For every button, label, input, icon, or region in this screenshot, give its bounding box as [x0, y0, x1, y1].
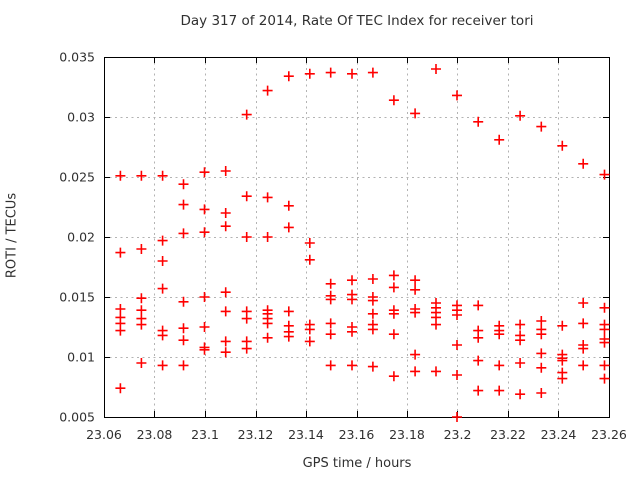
- y-tick-labels: 0.005 0.01 0.015 0.02 0.025 0.03 0.035: [59, 50, 95, 425]
- data-points: [115, 64, 610, 422]
- svg-text:0.02: 0.02: [67, 230, 95, 245]
- svg-text:23.08: 23.08: [137, 427, 173, 442]
- svg-text:23.24: 23.24: [541, 427, 577, 442]
- chart-title: Day 317 of 2014, Rate Of TEC Index for r…: [180, 13, 534, 29]
- svg-text:23.1: 23.1: [191, 427, 219, 442]
- svg-text:23.16: 23.16: [339, 427, 375, 442]
- svg-text:0.005: 0.005: [59, 410, 95, 425]
- svg-text:0.015: 0.015: [59, 290, 95, 305]
- gridlines: [104, 57, 609, 417]
- svg-text:0.035: 0.035: [59, 50, 95, 65]
- x-axis-label: GPS time / hours: [302, 456, 412, 471]
- svg-text:23.2: 23.2: [444, 427, 472, 442]
- svg-text:0.025: 0.025: [59, 170, 95, 185]
- svg-text:23.22: 23.22: [490, 427, 526, 442]
- svg-text:0.03: 0.03: [67, 110, 95, 125]
- svg-text:0.01: 0.01: [67, 350, 95, 365]
- svg-text:23.14: 23.14: [288, 427, 324, 442]
- x-tick-labels: 23.06 23.08 23.1 23.12 23.14 23.16 23.18 23.2 23…: [86, 427, 627, 442]
- svg-text:23.26: 23.26: [591, 427, 627, 442]
- svg-text:23.12: 23.12: [238, 427, 274, 442]
- svg-text:23.06: 23.06: [86, 427, 122, 442]
- svg-text:23.18: 23.18: [389, 427, 425, 442]
- tick-marks: [104, 57, 610, 418]
